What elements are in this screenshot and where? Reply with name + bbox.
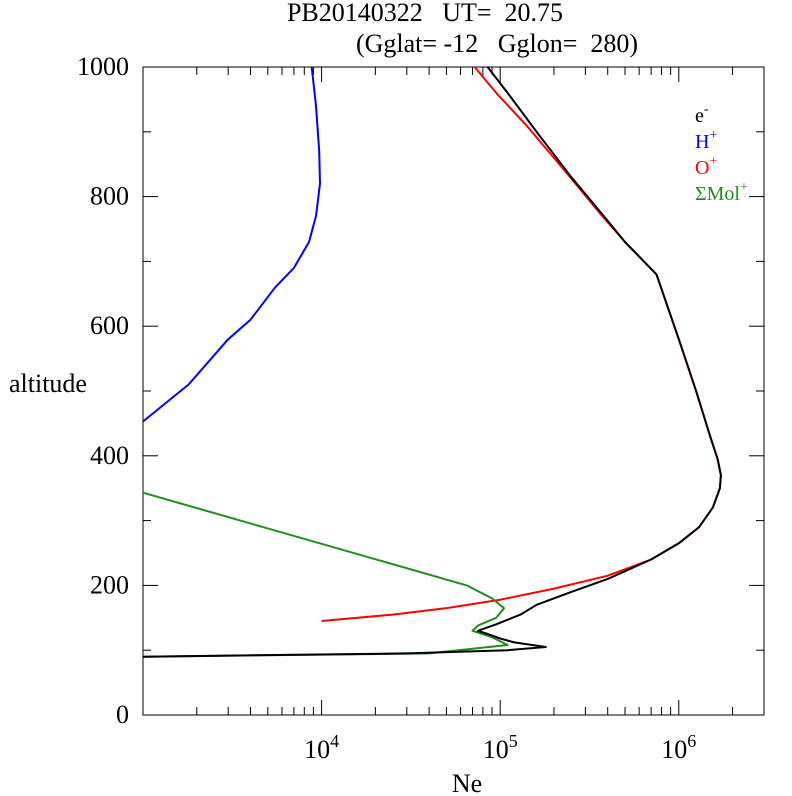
x-tick-label: 105 [483,731,518,764]
y-tick-label: 200 [90,570,129,599]
legend-entry: e- [695,102,709,127]
y-tick-label: 800 [90,182,129,211]
legend-entry: O+ [695,154,717,179]
legend-entry: ΣMol+ [695,180,748,205]
x-tick-label: 104 [304,731,339,764]
y-tick-label: 0 [116,700,129,729]
series-line-o-plus [321,66,722,622]
series-line-sum-mol-plus [142,491,509,658]
legend-entry: H+ [695,128,717,153]
series-layer [142,66,722,658]
x-tick-labels: 104 105 106 [304,731,696,764]
x-axis-label: Ne [452,769,482,796]
plot-frame [142,66,765,716]
series-line-e- [142,66,722,658]
axis-ticks [142,66,765,716]
x-tick-label: 106 [661,731,696,764]
y-tick-label: 1000 [77,52,129,81]
y-tick-label: 400 [90,441,129,470]
y-axis-label: altitude [9,369,87,398]
series-line-h-plus [142,66,321,423]
chart-title-line2: (Gglat= -12 Gglon= 280) [356,29,638,58]
y-tick-labels: 0 200 400 600 800 1000 [77,52,129,729]
chart-title-line1: PB20140322 UT= 20.75 [287,0,563,27]
y-tick-label: 600 [90,311,129,340]
legend: e-H+O+ΣMol+ [695,102,748,205]
